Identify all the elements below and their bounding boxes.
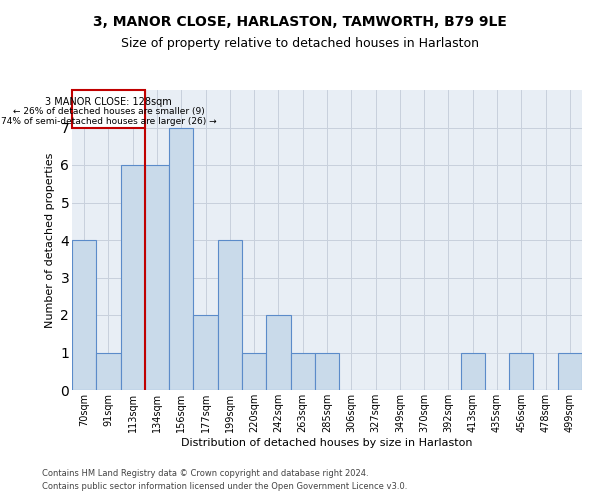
Bar xyxy=(121,165,145,390)
Bar xyxy=(558,352,582,390)
Bar xyxy=(266,315,290,390)
Bar xyxy=(315,352,339,390)
Y-axis label: Number of detached properties: Number of detached properties xyxy=(45,152,55,328)
Text: Contains HM Land Registry data © Crown copyright and database right 2024.: Contains HM Land Registry data © Crown c… xyxy=(42,468,368,477)
Bar xyxy=(509,352,533,390)
Text: Contains public sector information licensed under the Open Government Licence v3: Contains public sector information licen… xyxy=(42,482,407,491)
Bar xyxy=(96,352,121,390)
Text: 3, MANOR CLOSE, HARLASTON, TAMWORTH, B79 9LE: 3, MANOR CLOSE, HARLASTON, TAMWORTH, B79… xyxy=(93,15,507,29)
FancyBboxPatch shape xyxy=(72,90,145,128)
Bar xyxy=(193,315,218,390)
Bar xyxy=(72,240,96,390)
Text: Size of property relative to detached houses in Harlaston: Size of property relative to detached ho… xyxy=(121,38,479,51)
X-axis label: Distribution of detached houses by size in Harlaston: Distribution of detached houses by size … xyxy=(181,438,473,448)
Text: ← 26% of detached houses are smaller (9): ← 26% of detached houses are smaller (9) xyxy=(13,107,205,116)
Bar xyxy=(169,128,193,390)
Text: 3 MANOR CLOSE: 128sqm: 3 MANOR CLOSE: 128sqm xyxy=(45,97,172,107)
Bar xyxy=(218,240,242,390)
Text: 74% of semi-detached houses are larger (26) →: 74% of semi-detached houses are larger (… xyxy=(1,117,216,126)
Bar xyxy=(242,352,266,390)
Bar xyxy=(461,352,485,390)
Bar xyxy=(290,352,315,390)
Bar xyxy=(145,165,169,390)
